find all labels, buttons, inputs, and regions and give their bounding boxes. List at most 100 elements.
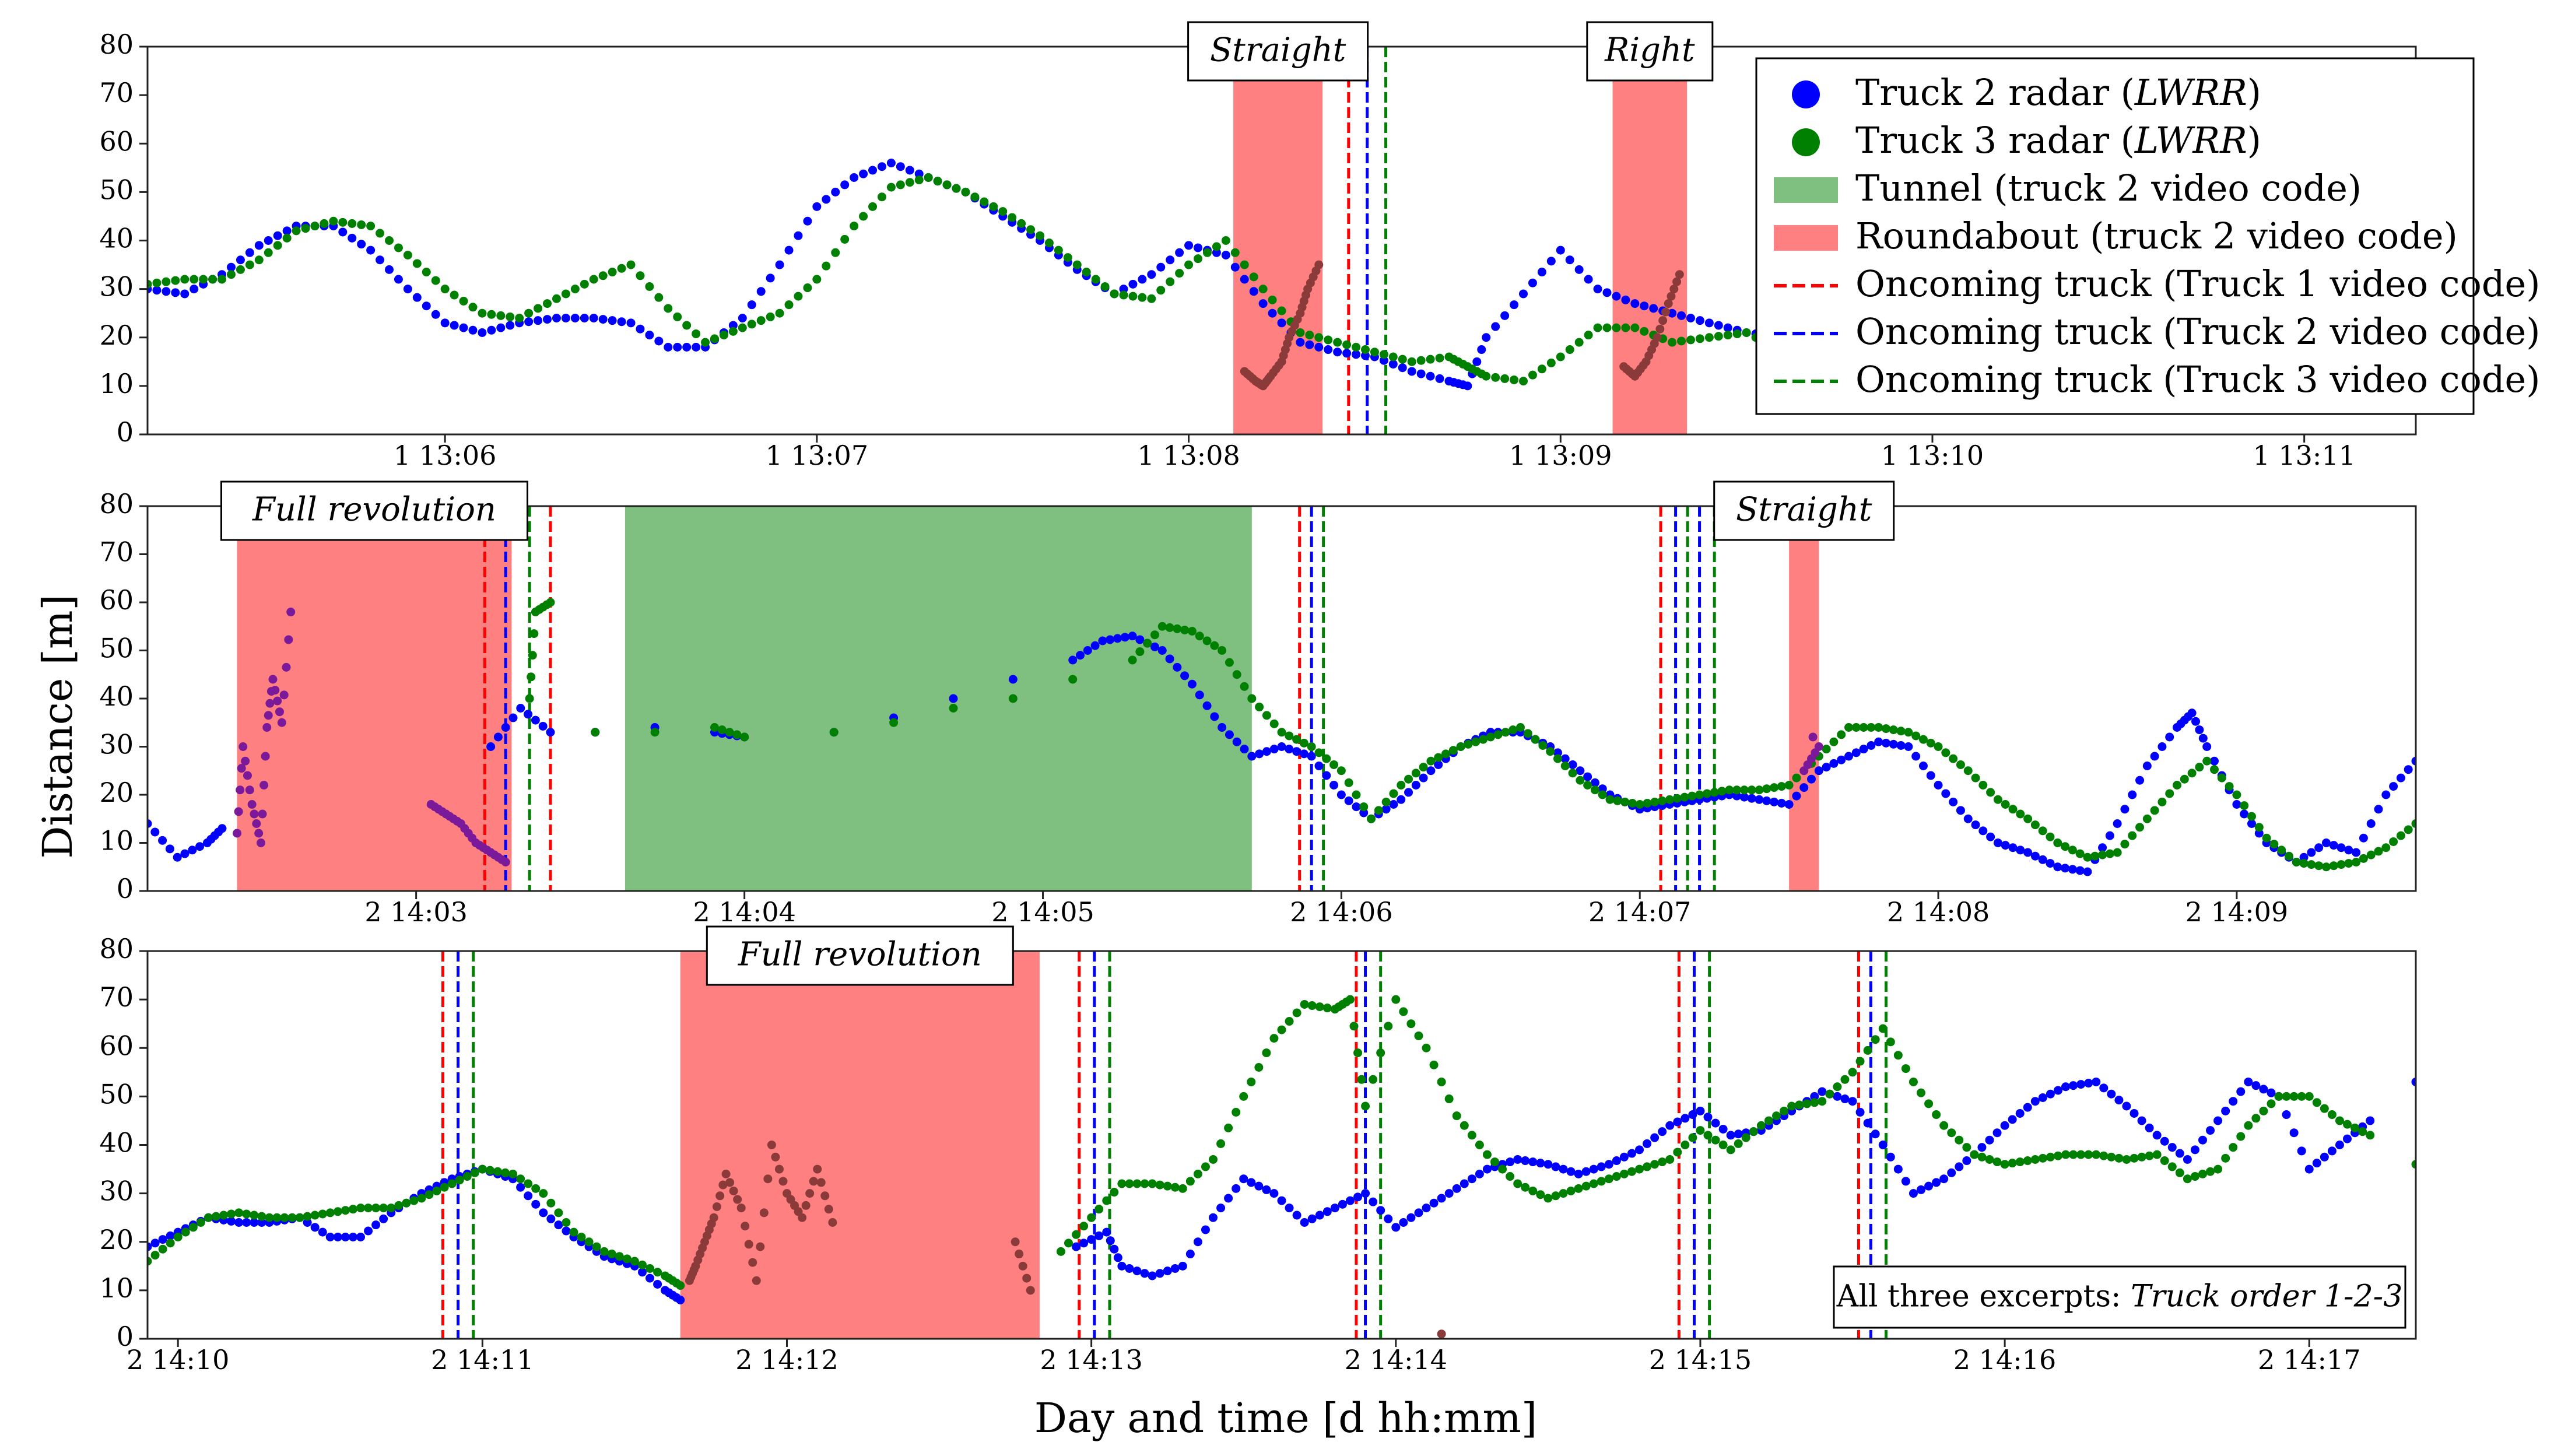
data-point xyxy=(1345,995,1355,1004)
data-point-fill xyxy=(1837,755,1846,764)
data-point xyxy=(217,275,227,284)
data-point-fill xyxy=(501,723,510,732)
data-point-fill xyxy=(1094,1205,1104,1214)
data-point-fill xyxy=(1163,1181,1172,1191)
data-point xyxy=(1668,308,1677,318)
data-point xyxy=(387,1204,396,1213)
data-point-fill xyxy=(468,325,478,335)
data-point xyxy=(738,323,747,332)
data-point xyxy=(516,704,525,713)
data-point xyxy=(1117,1179,1127,1188)
data-point-fill xyxy=(2075,866,2085,875)
data-point xyxy=(1026,1286,1035,1295)
data-point-fill xyxy=(2284,851,2293,861)
data-point xyxy=(2142,762,2152,770)
data-point-fill xyxy=(1094,1231,1104,1240)
data-point-fill xyxy=(485,1166,494,1175)
data-point-fill xyxy=(1574,338,1584,347)
data-point xyxy=(2113,819,2122,828)
data-point-fill xyxy=(422,301,431,311)
data-point-fill xyxy=(272,1213,282,1222)
data-point xyxy=(1239,1092,1248,1101)
data-point xyxy=(1818,1087,1827,1096)
data-point xyxy=(1128,631,1137,641)
data-point xyxy=(1209,1155,1218,1164)
data-point xyxy=(2053,862,2062,872)
data-point-fill xyxy=(2206,1126,2215,1135)
data-point-fill xyxy=(1322,1207,1332,1216)
data-point-fill xyxy=(1015,1250,1024,1259)
data-point-fill xyxy=(158,836,167,845)
data-point-fill xyxy=(493,732,503,742)
data-point-fill xyxy=(241,756,250,766)
data-point-fill xyxy=(1837,730,1846,739)
data-point-fill xyxy=(1977,1152,1987,1162)
data-point-fill xyxy=(1314,748,1324,757)
data-point-fill xyxy=(237,764,246,773)
data-point-fill xyxy=(1840,1075,1850,1084)
data-point-fill xyxy=(264,236,273,245)
data-point-fill xyxy=(2030,820,2040,830)
data-point-fill xyxy=(1163,1266,1172,1276)
data-point-fill xyxy=(1324,345,1333,355)
data-point-fill xyxy=(636,271,645,280)
data-point-fill xyxy=(1353,1192,1363,1202)
data-point-fill xyxy=(933,177,942,186)
data-point xyxy=(1391,995,1401,1004)
region-label-box: Full revolution xyxy=(706,925,1014,986)
data-point-fill xyxy=(1695,316,1704,325)
data-point xyxy=(813,1164,822,1174)
data-point xyxy=(265,1213,274,1222)
data-point-fill xyxy=(2254,823,2264,832)
data-point-fill xyxy=(2259,1106,2268,1115)
data-point-fill xyxy=(1764,1116,1773,1125)
data-point xyxy=(2202,756,2212,766)
data-point-fill xyxy=(1581,1181,1591,1191)
data-point-fill xyxy=(561,314,570,322)
data-point xyxy=(1939,1121,1949,1130)
panel-2: 0 10 20 30 40 50 60 70 80 2 14:03 2 14:04 2 14:05 2 … xyxy=(99,480,2417,928)
data-point-fill xyxy=(1277,306,1286,315)
data-point-fill xyxy=(273,241,282,250)
data-point-fill xyxy=(1342,340,1352,349)
data-point-fill xyxy=(2128,831,2137,840)
data-point-fill xyxy=(1138,293,1147,302)
data-point xyxy=(403,285,412,294)
data-point xyxy=(2023,814,2033,823)
y-tick-label: 10 xyxy=(99,1272,134,1304)
data-point-fill xyxy=(1026,225,1036,234)
note-frame xyxy=(1833,1265,2406,1329)
data-point xyxy=(1556,245,1565,255)
data-point xyxy=(2304,1092,2314,1101)
data-point-fill xyxy=(371,1220,381,1230)
data-point-fill xyxy=(1360,351,1370,360)
x-tick-label: 2 14:14 xyxy=(1345,1344,1447,1376)
data-point-fill xyxy=(1202,248,1212,257)
data-point-fill xyxy=(1054,245,1063,255)
data-point-fill xyxy=(1650,1160,1660,1169)
data-point-fill xyxy=(2337,860,2346,869)
data-point-fill xyxy=(1537,268,1546,277)
data-point-fill xyxy=(1672,277,1682,286)
data-point xyxy=(2083,867,2092,876)
data-point-fill xyxy=(1344,778,1353,787)
data-point-fill xyxy=(250,809,259,819)
data-point-fill xyxy=(468,303,478,312)
data-point-fill xyxy=(1166,277,1175,286)
data-point xyxy=(1756,1121,1766,1130)
data-point-fill xyxy=(1467,1174,1476,1184)
data-point-fill xyxy=(584,1237,594,1247)
data-point xyxy=(889,718,899,727)
data-point-fill xyxy=(2344,845,2353,855)
data-point-fill xyxy=(1627,1167,1636,1176)
x-tick-label: 1 13:07 xyxy=(766,440,868,471)
data-point-fill xyxy=(1955,1135,1964,1145)
data-point-fill xyxy=(1018,1261,1027,1271)
data-point-fill xyxy=(2068,865,2077,874)
data-point xyxy=(1726,1145,1735,1155)
data-point xyxy=(1604,1174,1613,1184)
data-point-fill xyxy=(1381,797,1391,806)
data-point xyxy=(515,314,524,322)
data-point-fill xyxy=(2160,1136,2169,1146)
data-point xyxy=(1184,241,1194,250)
